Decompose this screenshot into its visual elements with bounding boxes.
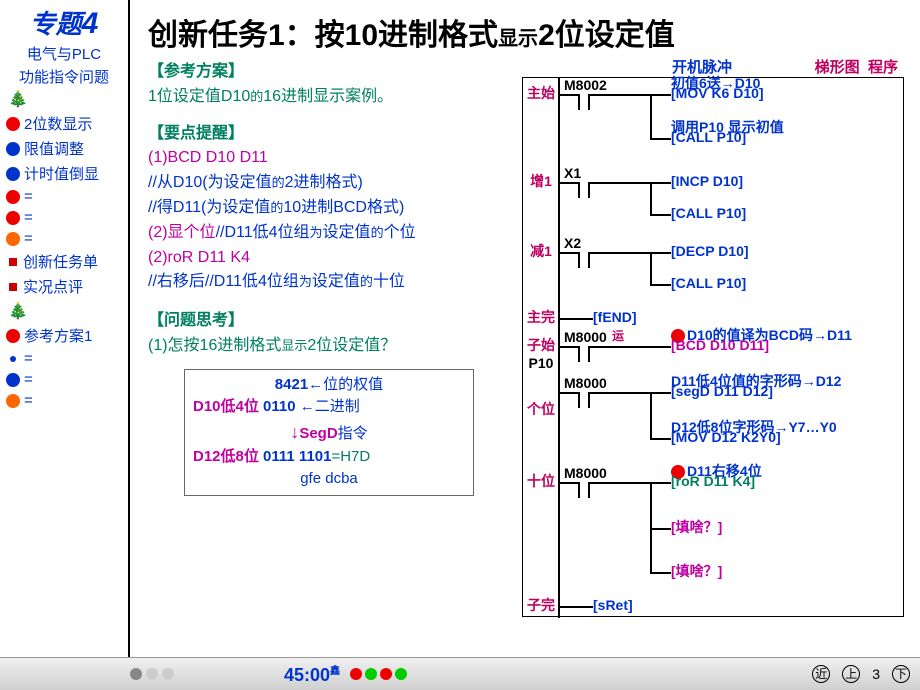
ladder-command: [MOV D12 K2Y0] (671, 430, 781, 444)
ladder-command: [fEND] (593, 310, 637, 324)
bullet-icon (6, 394, 20, 408)
code-line: (1)BCD D10 D11 (148, 146, 522, 171)
ladder-diagram: 开机脉冲 梯形图 程序 主始M8002初值6送→D10[MOV K6 D10]调… (522, 60, 904, 617)
page-title: 创新任务1：按10进制格式显示2位设定值 (148, 10, 914, 54)
sidebar-item-label: = (24, 371, 33, 388)
sidebar-item[interactable]: = (6, 230, 126, 247)
bullet-icon (6, 232, 20, 246)
contact-label: M8000 (564, 330, 607, 344)
sidebar-item-label: 2位数显示 (24, 113, 92, 134)
question-line: (1)怎按16进制格式显示2位设定值？ (148, 334, 522, 359)
sidebar-item[interactable]: = (6, 392, 126, 409)
footer-color-dots (350, 668, 407, 680)
sidebar: 专题4 电气与PLC 功能指令问题 🎄 2位数显示限值调整计时值倒显 = = = 创新任… (0, 0, 130, 657)
sidebar-item-label: = (24, 392, 33, 409)
ladder-command: [BCD D10 D11] (671, 338, 769, 352)
section-header: 【参考方案】 (148, 60, 522, 85)
code-line: //从D10(为设定值的2进制格式) (148, 171, 522, 196)
rung-label: 主完 (525, 310, 557, 324)
rung-label: 子始 (525, 338, 557, 352)
sidebar-item-label: 参考方案1 (24, 325, 92, 346)
example-box: 8421←位的权值 D10低4位 0110 ←二进制 ↓SegD指令 D12低8… (184, 369, 474, 496)
ladder-command: [填啥？] (671, 520, 722, 534)
ladder-command: [DECP D10] (671, 244, 749, 258)
contact-label: X2 (564, 236, 581, 250)
bullet-icon (9, 258, 17, 266)
bullet-icon (6, 211, 20, 225)
ladder-command: [填啥？] (671, 564, 722, 578)
rung-sublabel: P10 (525, 356, 557, 370)
bullet-icon (6, 373, 20, 387)
rung-label: 十位 (525, 474, 557, 488)
sidebar-item-label: = (24, 230, 33, 247)
rung-label: 主始 (525, 86, 557, 100)
sidebar-item[interactable]: 实况点评 (6, 276, 126, 297)
ladder-command: [CALL P10] (671, 276, 746, 290)
sidebar-item-label: 创新任务单 (23, 251, 98, 272)
main-content: 创新任务1：按10进制格式显示2位设定值 【参考方案】 1位设定值D10的16进… (130, 0, 920, 657)
tree-icon: 🎄 (8, 89, 126, 109)
sidebar-item[interactable]: = (6, 209, 126, 226)
bullet-icon (6, 190, 20, 204)
code-line: (2)roR D11 K4 (148, 246, 522, 271)
footer-dots (130, 668, 174, 680)
bullet-icon (6, 167, 20, 181)
rung-label: 个位 (525, 402, 557, 416)
tree-icon: 🎄 (8, 301, 126, 321)
sidebar-title: 专题4 (2, 4, 126, 41)
sidebar-item[interactable]: 限值调整 (6, 138, 126, 159)
ladder-command: [roR D11 K4] (671, 474, 755, 488)
ladder-command: [INCP D10] (671, 174, 743, 188)
section-header: 【要点提醒】 (148, 122, 522, 147)
ladder-command: [sRet] (593, 598, 633, 612)
section-header: 【问题思考】 (148, 309, 522, 334)
code-line: //得D11(为设定值的10进制BCD格式) (148, 196, 522, 221)
bullet-icon (6, 329, 20, 343)
timer-display: 45:00鑫 (284, 662, 340, 686)
text-line: 1位设定值D10的16进制显示案例。 (148, 85, 522, 110)
contact-label: M8002 (564, 78, 607, 92)
sidebar-item-label: 限值调整 (24, 138, 84, 159)
ladder-command: [CALL P10] (671, 130, 746, 144)
sidebar-item[interactable]: = (6, 188, 126, 205)
contact-label: X1 (564, 166, 581, 180)
rung-label: 减1 (525, 244, 557, 258)
sidebar-item-label: 实况点评 (23, 276, 83, 297)
sidebar-item-label: = (24, 350, 33, 367)
sidebar-item[interactable]: 创新任务单 (6, 251, 126, 272)
code-line: (2)显个位//D11低4位组为设定值的个位 (148, 221, 522, 246)
ladder-command: [CALL P10] (671, 206, 746, 220)
bullet-icon (9, 283, 17, 291)
page-number: 3 (872, 666, 880, 682)
rung-label: 子完 (525, 598, 557, 612)
ladder-command: [segD D11 D12] (671, 384, 773, 398)
sidebar-sub1: 电气与PLC (2, 43, 126, 64)
sidebar-sub2: 功能指令问题 (2, 66, 126, 87)
sidebar-item-label: = (24, 209, 33, 226)
rung-label: 增1 (525, 174, 557, 188)
nav-up[interactable]: 上 (842, 665, 860, 683)
bullet-icon (6, 142, 20, 156)
ladder-top-label: 开机脉冲 (672, 60, 732, 75)
nav-down[interactable]: 下 (892, 665, 910, 683)
ladder-command: [MOV K6 D10] (671, 86, 764, 100)
sidebar-item[interactable]: 参考方案1 (6, 325, 126, 346)
footer-bar: 45:00鑫 近 上 3 下 (0, 657, 920, 690)
left-column: 【参考方案】 1位设定值D10的16进制显示案例。 【要点提醒】 (1)BCD … (148, 60, 522, 617)
sidebar-item-label: = (24, 188, 33, 205)
bullet-icon (10, 356, 16, 362)
contact-label: M8000 (564, 376, 607, 390)
sidebar-item[interactable]: 2位数显示 (6, 113, 126, 134)
code-line: //右移后//D11低4位组为设定值的十位 (148, 270, 522, 295)
sidebar-item[interactable]: 计时值倒显 (6, 163, 126, 184)
nav-near[interactable]: 近 (812, 665, 830, 683)
ladder-top-right: 梯形图 程序 (815, 60, 898, 75)
bullet-icon (6, 117, 20, 131)
sidebar-item-label: 计时值倒显 (24, 163, 99, 184)
sidebar-item[interactable]: = (6, 371, 126, 388)
sidebar-item[interactable]: = (6, 350, 126, 367)
footer-nav: 近 上 3 下 (812, 665, 910, 683)
contact-label: M8000 (564, 466, 607, 480)
